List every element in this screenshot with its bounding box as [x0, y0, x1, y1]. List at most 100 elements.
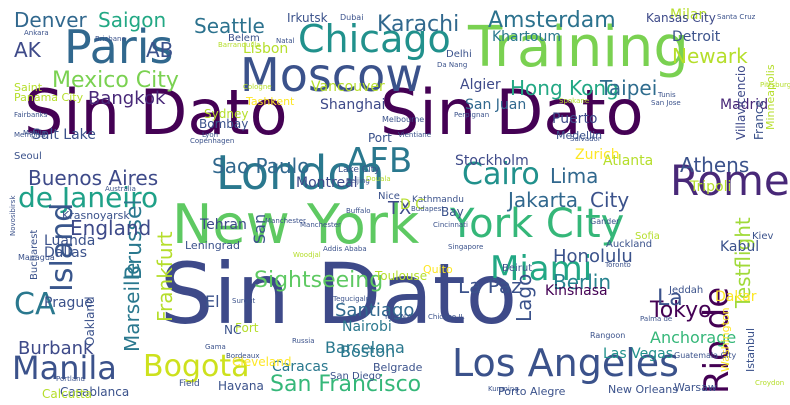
- cloud-word: Port: [368, 131, 392, 145]
- cloud-word: Bay: [441, 205, 464, 219]
- cloud-word: TX: [388, 198, 412, 219]
- cloud-word: Tripoli: [690, 179, 732, 195]
- cloud-word: San Juan: [465, 97, 527, 113]
- cloud-word: Casablanca: [60, 385, 130, 399]
- cloud-word: Fairbanks: [14, 111, 48, 119]
- cloud-word: Toulouse: [375, 269, 428, 283]
- cloud-word: Taipei: [600, 76, 658, 100]
- cloud-word: AB: [146, 38, 174, 62]
- cloud-word: Novosibirsk: [9, 195, 17, 236]
- cloud-word: Denver: [14, 8, 87, 32]
- cloud-word: Sao Paulo: [212, 154, 310, 178]
- cloud-word: Washington: [719, 307, 732, 372]
- cloud-word: Fort: [235, 321, 259, 335]
- cloud-word: Atlanta: [603, 153, 654, 169]
- cloud-word: Beijing: [346, 177, 370, 185]
- cloud-word: Caracas: [272, 359, 329, 375]
- cloud-word: Da Nang: [437, 61, 468, 69]
- cloud-word: Copenhagen: [190, 137, 235, 145]
- cloud-word: Perpignan: [454, 111, 490, 119]
- cloud-word: City: [590, 188, 630, 212]
- cloud-word: Manila: [23, 129, 46, 137]
- cloud-word: Saint: [14, 81, 43, 94]
- cloud-word: Kabul: [720, 239, 760, 255]
- cloud-word: Nairobi: [342, 319, 392, 335]
- cloud-word: Vancouver: [311, 79, 385, 95]
- cloud-word: Tokyo: [650, 298, 712, 323]
- cloud-word: Lisbon: [243, 41, 289, 57]
- cloud-word: Dallas: [44, 245, 88, 261]
- cloud-word: Paris: [64, 20, 174, 74]
- cloud-word: Singapore: [448, 243, 484, 251]
- cloud-word: Lake City: [338, 165, 380, 175]
- cloud-word: Khartoum: [492, 29, 561, 45]
- cloud-word: Managua: [18, 253, 55, 262]
- cloud-word: Ankara: [24, 29, 49, 37]
- cloud-word: Croydon: [755, 379, 785, 387]
- cloud-word: Cincinnati: [433, 221, 468, 229]
- cloud-word: Los Angeles: [452, 341, 679, 385]
- cloud-word: Bucharest: [29, 229, 40, 280]
- cloud-word: La: [657, 286, 683, 311]
- cloud-word: Field: [179, 379, 200, 389]
- cloud-word: Medellin: [556, 129, 603, 142]
- cloud-word: Douala: [366, 175, 391, 183]
- cloud-word: Pittsburgh: [760, 81, 790, 89]
- cloud-word: Sofia: [635, 231, 660, 242]
- cloud-word: Moscow: [240, 48, 423, 102]
- cloud-word: Kinshasa: [545, 283, 608, 299]
- cloud-word: Guatemala City: [674, 351, 737, 360]
- cloud-word: Anchorage: [650, 328, 737, 347]
- cloud-word: Honolulu: [553, 246, 633, 267]
- cloud-word: Barranquilla: [218, 41, 261, 49]
- cloud-word: Krasnoyarsk: [62, 209, 130, 222]
- cloud-word: Chicago IL: [428, 313, 465, 321]
- cloud-word: Santa Cruz: [717, 13, 756, 21]
- cloud-word: AK: [14, 38, 41, 62]
- cloud-word: Jakarta: [508, 188, 578, 212]
- cloud-word: Bogota: [143, 349, 250, 384]
- cloud-word: Prague: [44, 295, 93, 311]
- cloud-word: Belgrade: [373, 361, 423, 374]
- cloud-word: Burbank: [18, 338, 94, 359]
- cloud-word: Melbourne: [382, 115, 425, 124]
- cloud-word: Luanda: [44, 233, 96, 249]
- cloud-word: Cairo: [462, 157, 540, 192]
- cloud-word: Delhi: [446, 49, 472, 60]
- cloud-word: Las Vegas: [603, 346, 673, 362]
- cloud-word: York City: [450, 201, 625, 247]
- cloud-word: Kunming: [488, 385, 519, 393]
- cloud-word: Irkutsk: [287, 11, 328, 25]
- cloud-word: El: [205, 292, 220, 311]
- cloud-word: Boston: [340, 342, 396, 361]
- cloud-word: Villavicencio: [734, 65, 748, 140]
- cloud-word: Rangoon: [590, 331, 626, 340]
- cloud-word: Bombay: [199, 117, 249, 131]
- cloud-word: Porto Alegre: [498, 385, 566, 398]
- cloud-word: Salt Lake: [32, 127, 96, 143]
- cloud-word: Gama: [205, 343, 226, 351]
- cloud-word: York NY: [384, 313, 411, 321]
- cloud-word: Brisbane: [95, 35, 126, 43]
- cloud-word: Buffalo: [346, 207, 371, 215]
- cloud-word: Memphis: [14, 131, 46, 139]
- cloud-word: D C: [400, 197, 426, 213]
- cloud-word: Panama City: [14, 91, 84, 104]
- cloud-word: Athens: [680, 153, 750, 177]
- cloud-word: Lyon: [202, 131, 219, 139]
- cloud-word: Jeddah: [669, 285, 704, 296]
- cloud-word: Bangkok: [88, 88, 166, 109]
- cloud-word: Oakland: [83, 296, 97, 346]
- cloud-word: Madrid: [720, 97, 769, 113]
- cloud-word: Warsaw: [674, 381, 717, 394]
- cloud-word: Mexico City: [52, 68, 179, 93]
- cloud-word: Newark: [672, 44, 748, 68]
- cloud-word: Tegucigalpa: [333, 295, 375, 303]
- cloud-word: CA: [14, 287, 56, 322]
- cloud-word: Manchester: [300, 221, 341, 229]
- cloud-word: Bordeaux: [226, 352, 260, 360]
- cloud-word: Rome: [670, 156, 790, 205]
- cloud-word: Buenos Aires: [28, 166, 159, 190]
- cloud-word: Addis Ababa: [323, 245, 367, 253]
